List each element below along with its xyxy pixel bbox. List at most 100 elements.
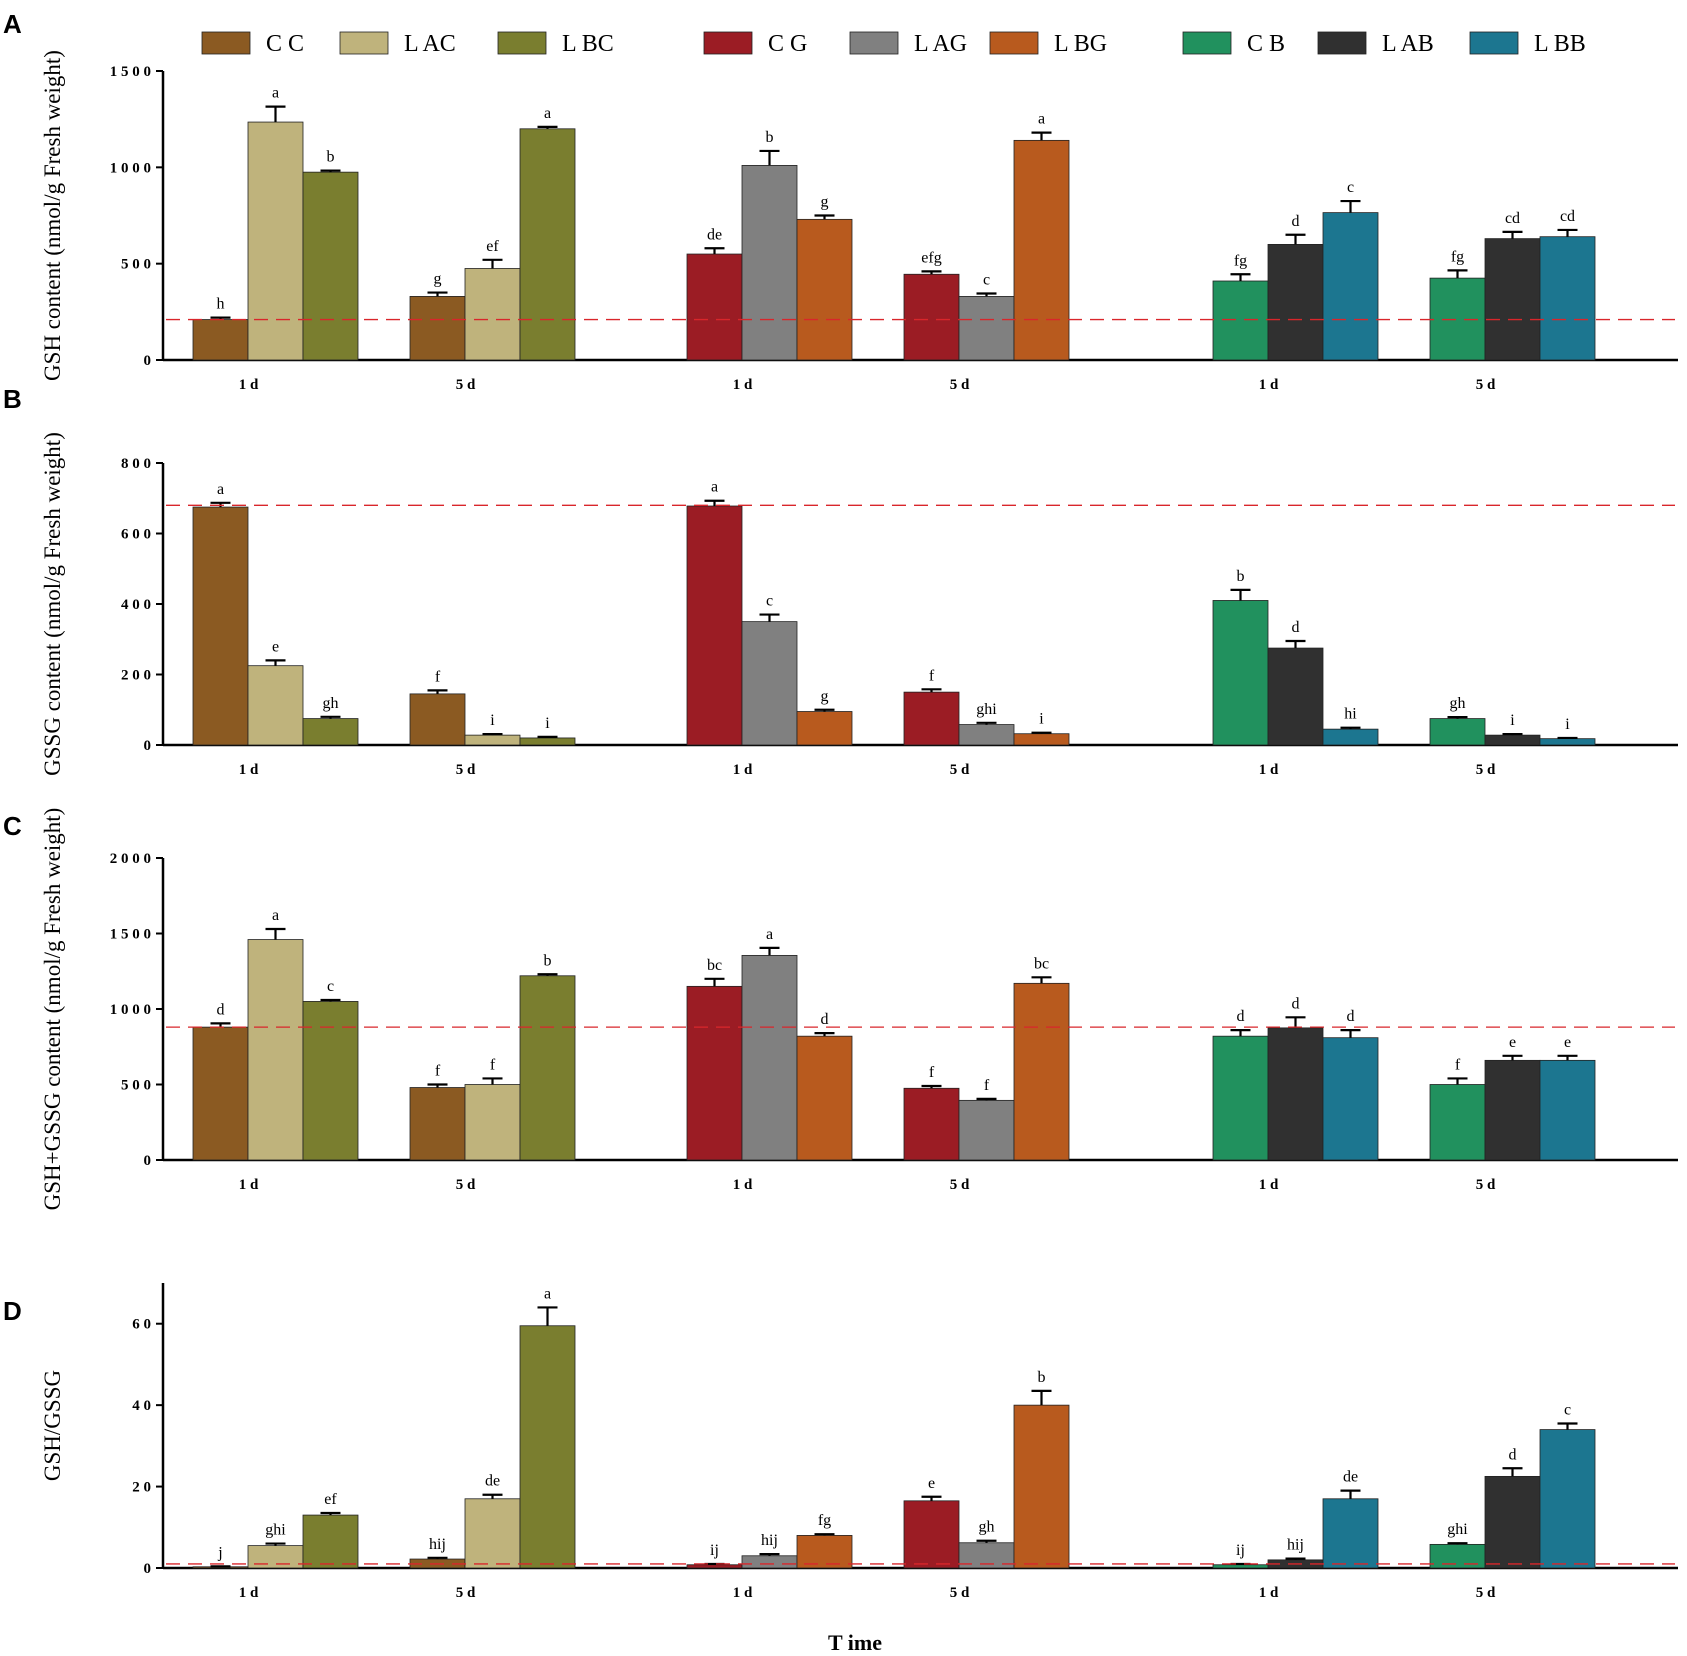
panel-c: C GSH+GSSG content (nmol/g Fresh weight) 0… bbox=[3, 808, 1678, 1210]
panels: A GSH content (nmol/g Fresh weight) 0 5 0 0… bbox=[3, 9, 1678, 1601]
y-tick-label: 0 bbox=[144, 353, 152, 369]
legend-label-lab: L AB bbox=[1382, 31, 1434, 57]
bar-cc bbox=[409, 1087, 466, 1161]
bar-cb bbox=[1212, 600, 1269, 746]
x-tick-label: 5 d bbox=[950, 1177, 970, 1193]
significance-label: fg bbox=[1234, 252, 1247, 269]
bar-group: d a c 1 d bbox=[192, 907, 359, 1193]
y-tick-label: 1 0 0 0 bbox=[110, 160, 151, 176]
bar-group: f i i 5 d bbox=[409, 668, 576, 778]
significance-label: hi bbox=[1344, 706, 1357, 723]
significance-label: b bbox=[766, 129, 774, 146]
significance-label: d bbox=[1292, 995, 1300, 1012]
bar-lbc bbox=[519, 737, 576, 746]
panel-b: B GSSG content (nmol/g Fresh weight) 0 2 0 … bbox=[3, 384, 1678, 778]
y-tick-label: 5 0 0 bbox=[121, 257, 151, 273]
y-tick-label: 1 5 0 0 bbox=[110, 64, 151, 80]
significance-label: hij bbox=[1287, 1537, 1304, 1554]
significance-label: bc bbox=[707, 957, 722, 974]
bar-lbc bbox=[519, 1325, 576, 1569]
x-tick-label: 5 d bbox=[456, 762, 476, 778]
legend-swatch-lbg bbox=[989, 31, 1039, 55]
significance-label: d bbox=[1347, 1008, 1355, 1025]
significance-label: cd bbox=[1560, 208, 1575, 225]
significance-label: b bbox=[327, 149, 335, 166]
x-tick-label: 1 d bbox=[733, 762, 753, 778]
significance-label: gh bbox=[1450, 695, 1466, 712]
significance-label: ef bbox=[324, 1491, 337, 1508]
significance-label: e bbox=[928, 1475, 935, 1492]
bar-cg bbox=[686, 253, 743, 361]
y-axis-label: GSSG content (nmol/g Fresh weight) bbox=[40, 432, 65, 776]
bar-lab bbox=[1484, 238, 1541, 361]
bar-cg bbox=[903, 691, 960, 746]
bar-lac bbox=[247, 121, 304, 361]
significance-label: c bbox=[327, 978, 334, 995]
legend-swatch-cb bbox=[1182, 31, 1232, 55]
x-tick-label: 1 d bbox=[733, 1585, 753, 1601]
bar-lab bbox=[1267, 647, 1324, 746]
bar-lbb bbox=[1322, 728, 1379, 746]
significance-label: f bbox=[490, 1056, 496, 1073]
bar-lag bbox=[741, 954, 798, 1161]
bar-lac bbox=[464, 1498, 521, 1569]
significance-label: a bbox=[1038, 111, 1045, 128]
legend-label-cc: C C bbox=[266, 31, 304, 57]
x-tick-label: 1 d bbox=[733, 1177, 753, 1193]
significance-label: a bbox=[217, 481, 224, 498]
significance-label: ij bbox=[1236, 1542, 1245, 1559]
x-tick-label: 1 d bbox=[1259, 377, 1279, 393]
y-tick-label: 0 bbox=[144, 738, 152, 754]
legend-label-lbc: L BC bbox=[562, 31, 614, 57]
y-tick-label: 4 0 bbox=[132, 1398, 151, 1414]
panel-a: A GSH content (nmol/g Fresh weight) 0 5 0 0… bbox=[3, 9, 1678, 393]
bar-lab bbox=[1267, 1027, 1324, 1161]
y-tick-label: 0 bbox=[144, 1561, 152, 1577]
significance-label: g bbox=[821, 688, 829, 705]
significance-label: ef bbox=[486, 238, 499, 255]
bar-lab bbox=[1484, 1059, 1541, 1161]
significance-label: c bbox=[983, 272, 990, 289]
bar-cg bbox=[903, 1087, 960, 1161]
significance-label: g bbox=[434, 271, 442, 288]
significance-label: ghi bbox=[976, 701, 997, 718]
bar-cc bbox=[192, 506, 249, 746]
bar-group: a c g 1 d bbox=[686, 479, 853, 778]
x-tick-label: 1 d bbox=[1259, 1585, 1279, 1601]
legend-swatch-cc bbox=[201, 31, 251, 55]
bar-lbg bbox=[796, 711, 853, 746]
bar-group: j ghi ef 1 d bbox=[192, 1491, 359, 1601]
significance-label: d bbox=[1292, 213, 1300, 230]
legend-item-lab: L AB bbox=[1317, 31, 1434, 57]
x-axis-title: T ime bbox=[828, 1630, 882, 1655]
bar-lag bbox=[958, 296, 1015, 361]
legend-swatch-lag bbox=[849, 31, 899, 55]
bar-group: gh i i 5 d bbox=[1429, 695, 1596, 778]
bar-lbb bbox=[1322, 212, 1379, 361]
legend-item-lag: L AG bbox=[849, 31, 967, 57]
significance-label: gh bbox=[323, 695, 339, 712]
significance-label: f bbox=[435, 668, 441, 685]
bar-group: efg c a 5 d bbox=[903, 111, 1070, 393]
bar-lac bbox=[247, 939, 304, 1161]
bar-lbg bbox=[1013, 1404, 1070, 1569]
bar-group: fg d c 1 d bbox=[1212, 179, 1379, 393]
significance-label: j bbox=[217, 1544, 222, 1561]
bar-lab bbox=[1267, 243, 1324, 361]
bar-lbc bbox=[302, 171, 359, 361]
bar-cb bbox=[1212, 1564, 1269, 1569]
bar-lac bbox=[464, 268, 521, 361]
legend-item-cg: C G bbox=[703, 31, 807, 57]
x-tick-label: 1 d bbox=[239, 1585, 259, 1601]
significance-label: d bbox=[1237, 1008, 1245, 1025]
legend-label-lag: L AG bbox=[914, 31, 967, 57]
x-tick-label: 5 d bbox=[1476, 762, 1496, 778]
significance-label: ghi bbox=[265, 1522, 286, 1539]
significance-label: d bbox=[1509, 1446, 1517, 1463]
bar-lbg bbox=[796, 1535, 853, 1569]
x-tick-label: 1 d bbox=[239, 762, 259, 778]
y-tick-label: 6 0 bbox=[132, 1317, 151, 1333]
significance-label: de bbox=[1343, 1469, 1358, 1486]
